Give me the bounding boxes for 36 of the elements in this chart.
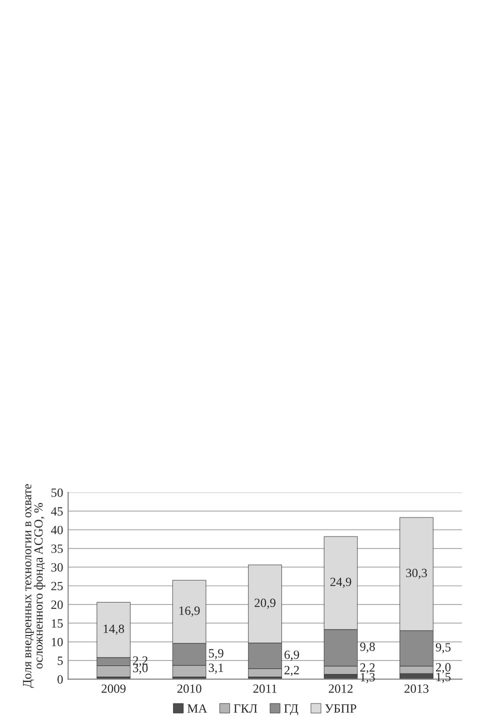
legend-label: ГД xyxy=(284,704,298,716)
data-label: 5,9 xyxy=(208,649,224,660)
legend-label: УБПР xyxy=(325,704,356,713)
data-label: 9,8 xyxy=(360,642,375,653)
data-label: 2,2 xyxy=(360,663,375,674)
data-label: 24,9 xyxy=(330,578,352,588)
legend-label: ГКЛ xyxy=(234,704,258,713)
data-label: 30,3 xyxy=(406,568,427,579)
y-tick-label: 30 xyxy=(51,563,63,572)
y-axis-title: Доля внедренных технологии в охвате осложненного фонда ACGO, % xyxy=(23,484,46,688)
data-label: 1,5 xyxy=(436,672,451,683)
legend-label: МА xyxy=(187,704,208,713)
data-label: 20,9 xyxy=(254,598,276,609)
y-tick-label: 35 xyxy=(51,544,63,553)
y-tick-label: 20 xyxy=(51,600,63,609)
data-label: 2,0 xyxy=(436,663,451,674)
x-tick-label: 2010 xyxy=(177,684,202,693)
y-tick-label: 25 xyxy=(51,582,63,590)
y-tick-label: 0 xyxy=(58,675,63,684)
y-tick-label: 5 xyxy=(58,656,63,665)
data-label: 2,2 xyxy=(284,666,299,676)
data-label: 14,8 xyxy=(104,624,124,635)
data-label: 9,5 xyxy=(436,643,451,654)
y-tick-label: 15 xyxy=(52,619,63,628)
x-tick-label: 2011 xyxy=(253,684,277,693)
data-label: 1,3 xyxy=(360,672,375,684)
data-label: 6,9 xyxy=(284,650,300,661)
x-tick-label: 2012 xyxy=(328,684,353,693)
x-tick-label: 2013 xyxy=(404,684,428,693)
y-tick-label: 40 xyxy=(51,526,63,534)
data-label: 3,1 xyxy=(208,664,224,674)
data-label: 16,9 xyxy=(179,606,200,617)
y-tick-label: 10 xyxy=(52,638,63,646)
x-tick-label: 2009 xyxy=(102,684,126,693)
y-tick-label: 45 xyxy=(51,507,63,516)
y-tick-label: 50 xyxy=(52,488,63,497)
